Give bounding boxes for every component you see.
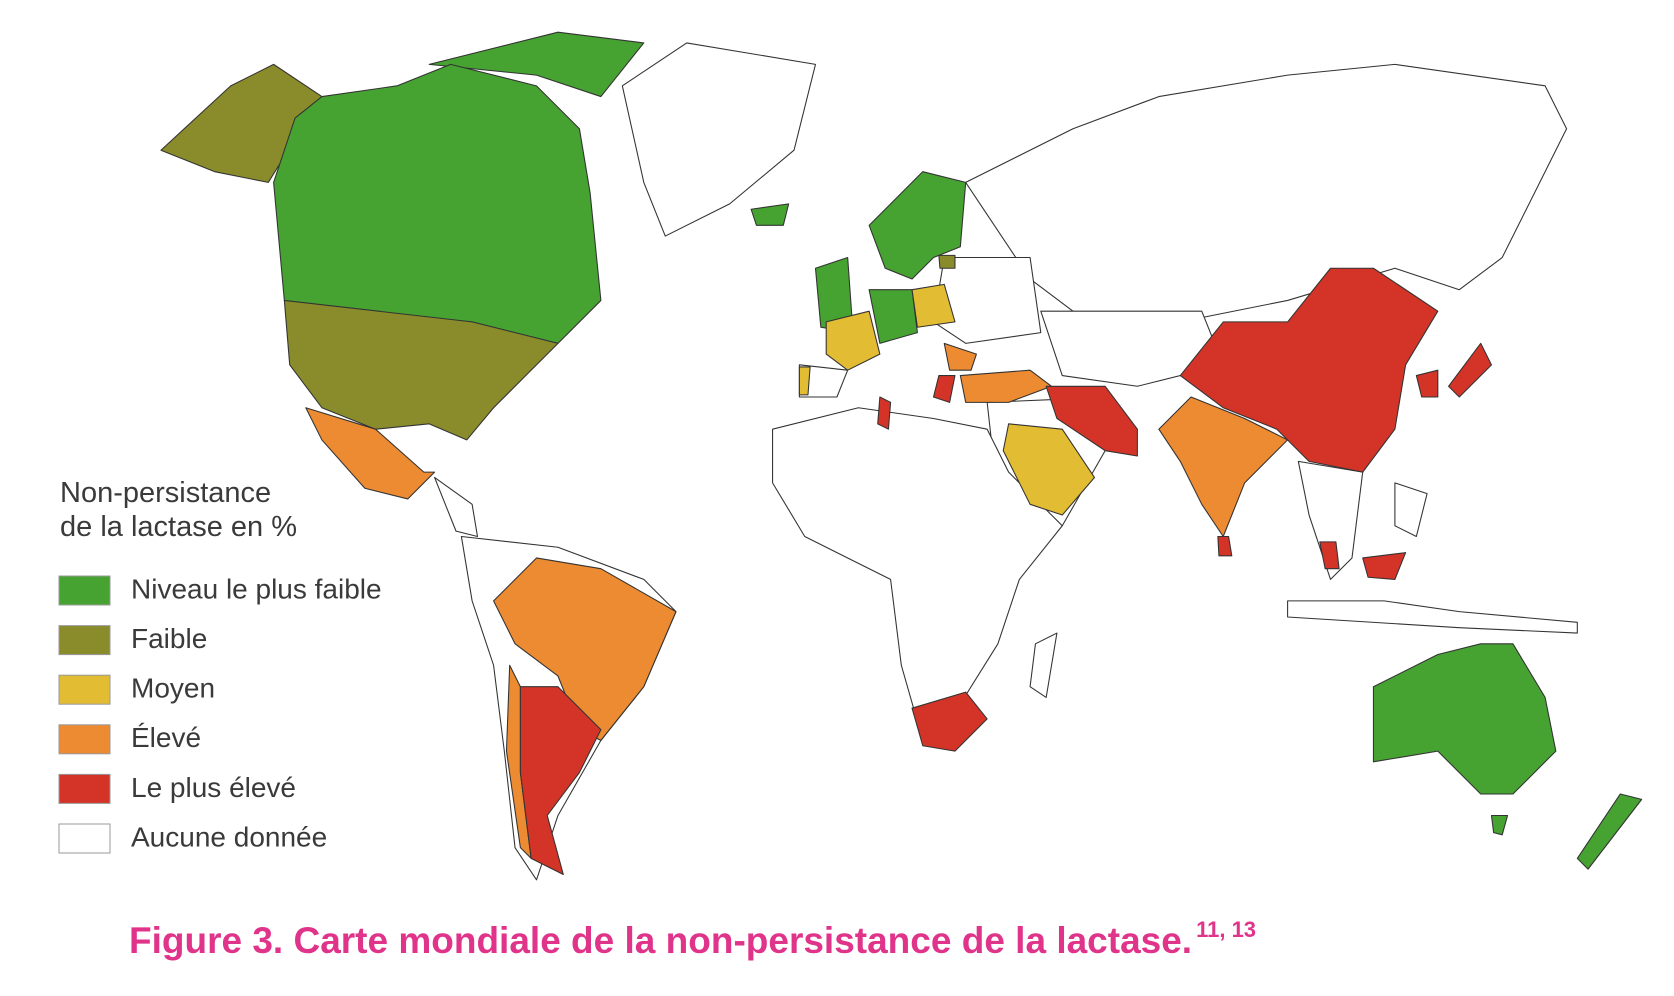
legend-title: Non-persistance	[60, 477, 271, 509]
legend-label: Le plus élevé	[131, 772, 296, 803]
country-region	[1179, 267, 1439, 473]
legend-label: Élevé	[131, 722, 201, 753]
legend-swatch	[58, 773, 111, 804]
legend-label: Aucune donnée	[131, 821, 327, 852]
country-region	[1490, 814, 1509, 836]
country-region	[1576, 793, 1643, 870]
country-region	[428, 31, 645, 98]
country-region	[825, 310, 881, 371]
country-region	[868, 289, 918, 344]
country-region	[1217, 535, 1233, 557]
country-region	[519, 686, 602, 876]
country-region	[1029, 632, 1058, 698]
country-region	[1045, 385, 1138, 457]
country-region	[1287, 600, 1578, 634]
country-region	[750, 203, 790, 226]
country-region	[1002, 423, 1095, 516]
legend-label: Niveau le plus faible	[131, 573, 382, 604]
country-region	[965, 63, 1568, 323]
country-region	[283, 299, 559, 441]
country-region	[1415, 369, 1439, 398]
legend-title: de la lactase en %	[60, 511, 297, 543]
country-region	[621, 42, 817, 237]
figure-caption: Figure 3. Carte mondiale de la non-persi…	[129, 917, 1256, 961]
country-region	[943, 342, 977, 371]
caption-superscript: 11, 13	[1196, 917, 1256, 942]
country-region	[911, 691, 988, 752]
country-region	[1372, 643, 1557, 795]
world-map	[160, 31, 1643, 881]
country-region	[868, 171, 967, 280]
legend: Niveau le plus faible Faible Moyen Élevé Le …	[58, 573, 382, 854]
country-region	[1362, 552, 1407, 580]
caption-text: Figure 3. Carte mondiale de la non-persi…	[129, 920, 1192, 961]
country-region	[877, 396, 892, 430]
country-region	[1394, 482, 1428, 538]
legend-label: Faible	[131, 623, 207, 654]
country-region	[932, 375, 956, 403]
country-region	[434, 476, 479, 538]
legend-swatch	[58, 823, 111, 854]
country-region	[1448, 342, 1493, 398]
country-region	[938, 254, 956, 269]
legend-swatch	[58, 625, 111, 656]
country-region	[493, 557, 677, 741]
legend-swatch	[58, 674, 111, 705]
country-region	[1319, 541, 1340, 570]
legend-swatch	[58, 724, 111, 755]
legend-label: Moyen	[131, 673, 215, 704]
country-region	[305, 407, 436, 500]
country-region	[772, 407, 1063, 741]
country-region	[959, 369, 1053, 403]
legend-swatch	[58, 575, 111, 606]
country-region	[932, 256, 1042, 344]
country-region	[273, 63, 602, 344]
country-region	[798, 366, 811, 396]
country-region	[1158, 396, 1289, 538]
country-region	[911, 283, 956, 328]
